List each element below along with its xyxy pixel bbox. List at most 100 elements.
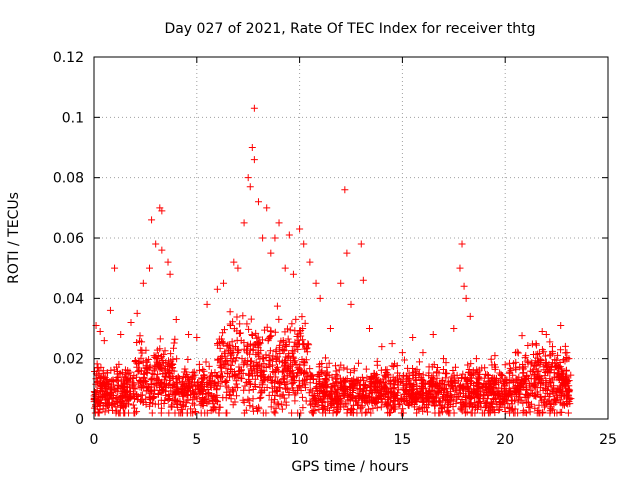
- data-point: [434, 388, 442, 396]
- data-point: [189, 387, 197, 395]
- data-point: [246, 350, 254, 358]
- data-point: [131, 409, 139, 417]
- data-point: [169, 375, 177, 383]
- data-point: [202, 390, 210, 397]
- data-point: [221, 377, 229, 385]
- data-point: [293, 372, 301, 380]
- data-point: [202, 358, 210, 366]
- data-point: [329, 379, 337, 387]
- data-point: [445, 380, 453, 388]
- data-point: [502, 392, 510, 400]
- data-point: [227, 355, 235, 363]
- data-point: [470, 399, 478, 407]
- data-point: [519, 363, 527, 371]
- data-point: [320, 379, 328, 387]
- data-point: [420, 403, 428, 411]
- data-point: [322, 370, 330, 378]
- data-point: [374, 382, 382, 390]
- data-point: [214, 340, 222, 348]
- data-point: [451, 363, 459, 371]
- data-point: [439, 376, 447, 384]
- data-point: [391, 376, 399, 384]
- data-point: [522, 352, 530, 360]
- data-point: [292, 360, 300, 368]
- data-point: [237, 329, 245, 337]
- data-point: [267, 249, 275, 257]
- data-point: [282, 398, 290, 406]
- data-point: [525, 391, 533, 399]
- data-point: [553, 388, 561, 396]
- data-point: [477, 391, 485, 399]
- data-point: [508, 390, 516, 398]
- data-point: [434, 363, 442, 371]
- data-point: [281, 358, 289, 366]
- data-point: [249, 346, 257, 354]
- data-point: [346, 408, 354, 416]
- data-point: [233, 392, 241, 400]
- data-point: [534, 359, 542, 367]
- data-point: [233, 313, 241, 321]
- data-point: [173, 355, 181, 363]
- data-point: [538, 346, 546, 354]
- data-point: [413, 385, 421, 393]
- data-point: [472, 355, 480, 363]
- data-point: [410, 394, 418, 402]
- data-point: [237, 337, 245, 345]
- data-point: [554, 351, 562, 359]
- data-point: [275, 383, 283, 391]
- data-point: [297, 332, 305, 340]
- data-point: [414, 405, 422, 413]
- data-point: [136, 367, 144, 375]
- data-point: [509, 405, 517, 413]
- data-point: [366, 387, 374, 395]
- data-point: [403, 388, 411, 396]
- data-point: [309, 409, 317, 417]
- data-point: [511, 349, 519, 357]
- data-point: [442, 397, 450, 405]
- data-point: [362, 365, 370, 373]
- data-point: [233, 354, 241, 362]
- data-point: [167, 403, 175, 411]
- data-point: [407, 399, 415, 407]
- data-point: [531, 362, 539, 370]
- data-point: [338, 389, 346, 397]
- data-point: [224, 370, 232, 378]
- data-point: [284, 335, 292, 343]
- data-point: [265, 352, 273, 360]
- data-point: [538, 328, 546, 336]
- data-point: [151, 353, 159, 361]
- data-point: [274, 377, 282, 385]
- data-point: [557, 399, 565, 407]
- data-point: [229, 388, 237, 396]
- data-point: [161, 380, 169, 388]
- data-point: [137, 397, 145, 405]
- data-point: [203, 379, 211, 387]
- data-point: [282, 384, 290, 392]
- data-point: [281, 380, 289, 388]
- data-point: [380, 379, 388, 387]
- data-point: [218, 372, 226, 380]
- data-point: [528, 390, 536, 398]
- data-point: [421, 384, 429, 392]
- data-point: [321, 354, 329, 362]
- data-point: [205, 398, 213, 406]
- data-point: [331, 362, 339, 370]
- data-point: [514, 398, 522, 406]
- data-point: [243, 347, 251, 355]
- data-point: [265, 391, 273, 399]
- data-point: [385, 408, 393, 416]
- data-point: [275, 219, 283, 227]
- data-point: [546, 403, 554, 411]
- data-point: [438, 405, 446, 413]
- data-point: [359, 393, 367, 401]
- data-point: [298, 393, 306, 401]
- data-point: [542, 379, 550, 387]
- data-point: [402, 372, 410, 380]
- data-point: [148, 409, 156, 417]
- data-point: [135, 357, 143, 365]
- data-point: [110, 400, 118, 408]
- data-point: [363, 383, 371, 391]
- data-point: [381, 390, 389, 398]
- data-point: [166, 376, 174, 384]
